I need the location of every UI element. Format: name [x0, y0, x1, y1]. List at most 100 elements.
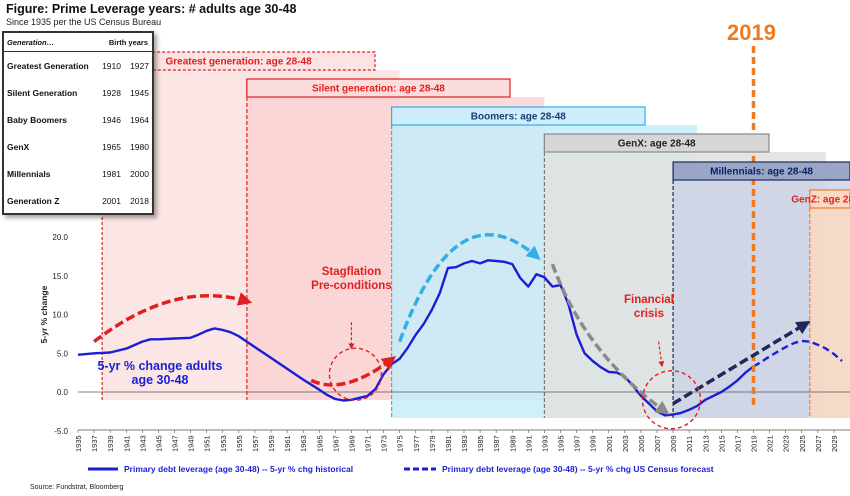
birth-start: 2001: [102, 195, 121, 206]
birth-start: 1928: [102, 87, 121, 98]
table-row: Millennials 1981 2000: [4, 160, 152, 187]
x-tick-label: 2005: [637, 435, 646, 452]
band-label-box-boomers: [391, 106, 646, 126]
birth-end: 2000: [130, 168, 149, 179]
birth-end: 1927: [130, 60, 149, 71]
birth-end: 2018: [130, 195, 149, 206]
generation-name: Greatest Generation: [7, 60, 89, 71]
x-tick-label: 1987: [492, 435, 501, 452]
x-tick-label: 1993: [540, 435, 549, 452]
x-tick-label: 2017: [733, 435, 742, 452]
x-tick-label: 1937: [90, 435, 99, 452]
x-tick-label: 2007: [653, 435, 662, 452]
red-trend-arrow-2: [310, 356, 397, 387]
x-tick-label: 2011: [685, 436, 694, 452]
x-tick-label: 1997: [573, 435, 582, 452]
legend-label-historical: Primary debt leverage (age 30-48) -- 5-y…: [124, 464, 353, 474]
cyan-trend-arrow: [398, 232, 541, 343]
x-tick-label: 1941: [122, 435, 131, 452]
generation-name: Baby Boomers: [7, 114, 67, 125]
callout-annotation: Pre-conditions: [311, 280, 392, 292]
birth-start: 1910: [102, 60, 121, 71]
column-header-birth-years: Birth years: [96, 33, 152, 52]
financial-crisis-pointer: [658, 341, 665, 368]
x-tick-label: 1957: [251, 435, 260, 452]
x-tick-label: 2001: [605, 435, 614, 452]
x-tick-label: 1935: [74, 435, 83, 452]
series-annotation: age 30-48: [132, 373, 189, 387]
generation-birth-years-table: Generation… Birth years Greatest Generat…: [2, 31, 154, 215]
x-tick-label: 2009: [669, 435, 678, 452]
x-tick-label: 2023: [782, 435, 791, 452]
band-label-box-genz: [809, 189, 850, 209]
band-label-boomers: Boomers: age 28-48: [471, 112, 566, 123]
generation-name: GenX: [7, 141, 30, 152]
x-tick-label: 2015: [717, 435, 726, 452]
y-tick-label: 10.0: [52, 311, 68, 320]
x-tick-label: 1943: [138, 435, 147, 452]
table-row: GenX 1965 1980: [4, 133, 152, 160]
x-tick-label: 1967: [331, 435, 340, 452]
x-tick-label: 1953: [219, 435, 228, 452]
x-tick-label: 1979: [428, 435, 437, 452]
x-tick-label: 1939: [106, 435, 115, 452]
x-tick-label: 1971: [364, 435, 373, 452]
financial-crisis-circle: [641, 370, 702, 430]
band-label-box-silent: [246, 78, 511, 98]
callout-annotation: Financial: [624, 294, 674, 306]
x-tick-label: 2029: [830, 435, 839, 452]
generation-name: Generation Z: [7, 195, 60, 206]
chart-subtitle: Since 1935 per the US Census Bureau: [6, 17, 162, 27]
x-tick-label: 2021: [766, 435, 775, 452]
generation-name: Millennials: [7, 168, 51, 179]
x-tick-label: 2027: [814, 435, 823, 452]
band-label-box-genx: [543, 133, 770, 153]
band-label-millennials: Millennials: age 28-48: [710, 167, 813, 178]
x-tick-label: 2019: [750, 435, 759, 452]
x-tick-label: 1947: [171, 435, 180, 452]
red-trend-arrow-1: [93, 292, 253, 344]
y-tick-label: -5.0: [54, 427, 68, 436]
band-label-silent: Silent generation: age 28-48: [312, 84, 445, 95]
series-annotation: 5-yr % change adults: [97, 359, 222, 373]
birth-start: 1981: [102, 168, 121, 179]
birth-end: 1980: [130, 141, 149, 152]
x-tick-label: 1999: [589, 435, 598, 452]
band-genz: [809, 208, 850, 418]
birth-start: 1946: [102, 114, 121, 125]
table-row: Generation Z 2001 2018: [4, 187, 152, 214]
x-tick-label: 1961: [283, 435, 292, 452]
x-tick-label: 2003: [621, 435, 630, 452]
x-tick-label: 2025: [798, 435, 807, 452]
y-tick-label: 5.0: [57, 349, 69, 358]
y-tick-label: 20.0: [52, 233, 68, 242]
band-label-genz: GenZ: age 28-48: [791, 195, 850, 206]
birth-end: 1964: [130, 114, 149, 125]
gray-trend-arrow: [550, 263, 670, 415]
x-tick-label: 1991: [524, 435, 533, 452]
x-tick-label: 1985: [476, 435, 485, 452]
x-tick-label: 1983: [460, 435, 469, 452]
x-tick-label: 1949: [187, 435, 196, 452]
chart-title: Figure: Prime Leverage years: # adults a…: [6, 2, 297, 16]
callout-annotation: crisis: [634, 308, 664, 320]
x-tick-label: 1963: [299, 435, 308, 452]
x-tick-label: 1989: [508, 435, 517, 452]
y-tick-label: 0.0: [57, 388, 69, 397]
band-label-greatest: Greatest generation: age 28-48: [165, 57, 312, 68]
table-row: Silent Generation 1928 1945: [4, 79, 152, 106]
x-tick-label: 1995: [557, 435, 566, 452]
callout-annotation: Stagflation: [322, 266, 381, 278]
generation-name: Silent Generation: [7, 87, 78, 98]
x-tick-label: 1977: [412, 435, 421, 452]
x-tick-label: 1965: [315, 435, 324, 452]
birth-start: 1965: [102, 141, 121, 152]
birth-end: 1945: [130, 87, 149, 98]
source-note: Source: Fundstrat, Bloomberg: [30, 484, 124, 491]
band-label-genx: GenX: age 28-48: [618, 139, 696, 150]
legend-label-forecast: Primary debt leverage (age 30-48) -- 5-y…: [442, 464, 714, 474]
y-axis-label: 5-yr % change: [39, 285, 49, 343]
table-row: Baby Boomers 1946 1964: [4, 106, 152, 133]
stagflation-circle: [328, 347, 383, 401]
